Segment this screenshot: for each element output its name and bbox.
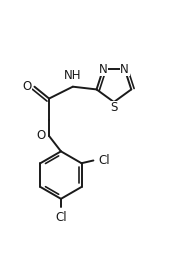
Text: Cl: Cl [98,154,110,167]
Text: N: N [120,62,129,76]
Text: N: N [99,62,108,76]
Text: Cl: Cl [55,211,67,224]
Text: O: O [36,129,45,143]
Text: S: S [110,101,118,114]
Text: NH: NH [64,69,82,82]
Text: O: O [22,80,32,93]
